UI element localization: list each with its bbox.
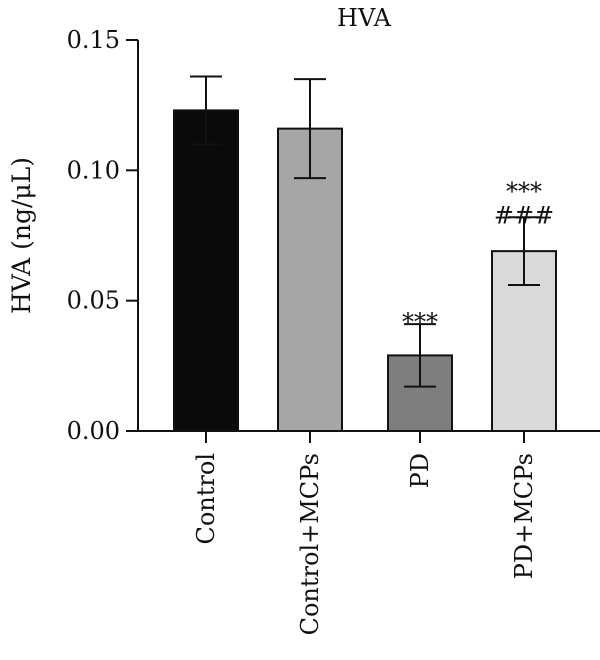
y-axis-label: HVA (ng/μL) (7, 157, 36, 314)
significance-marker: ### (494, 201, 554, 229)
x-tick-label: Control (192, 453, 220, 545)
y-tick-label: 0.05 (67, 287, 120, 315)
y-tick-label: 0.10 (67, 156, 120, 184)
significance-marker: *** (402, 308, 438, 336)
x-tick-label: Control+MCPs (296, 453, 324, 635)
bar-control (173, 109, 239, 432)
y-tick-label: 0.00 (67, 417, 120, 445)
plot-area: 0.00 0.05 0.10 0.15 Control Control+MCPs PD PD+… (67, 26, 600, 635)
significance-marker: *** (506, 177, 542, 205)
x-tick-label: PD+MCPs (510, 453, 538, 579)
chart-title: HVA (337, 4, 392, 32)
y-tick-label: 0.15 (67, 26, 120, 54)
x-tick-label: PD (406, 453, 434, 488)
